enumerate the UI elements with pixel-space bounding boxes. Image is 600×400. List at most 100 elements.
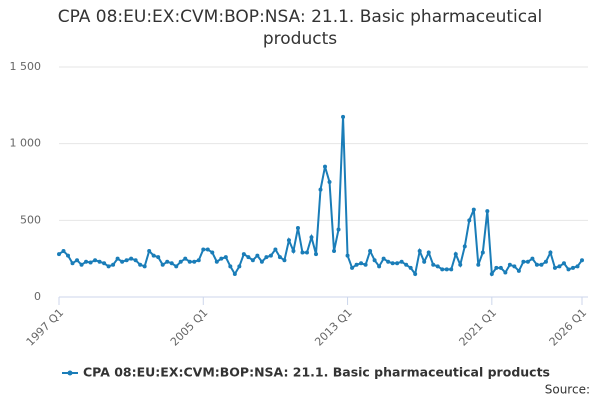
point <box>395 261 400 266</box>
point <box>552 265 557 270</box>
point <box>570 265 575 270</box>
point <box>61 249 66 253</box>
y-tick-label: 1 000 <box>10 137 42 150</box>
point <box>102 261 107 266</box>
point <box>219 256 224 261</box>
point <box>192 259 197 264</box>
point <box>327 180 332 184</box>
x-tick-label: 2013 Q1 <box>312 306 355 349</box>
point <box>566 267 571 272</box>
point <box>381 256 386 261</box>
point <box>561 261 566 266</box>
point <box>543 259 548 264</box>
point <box>165 259 170 264</box>
point <box>223 255 228 260</box>
x-tick-label: 2026 Q1 <box>547 306 590 349</box>
point <box>580 258 584 263</box>
point <box>84 259 89 264</box>
point <box>264 255 269 260</box>
point <box>336 227 341 232</box>
point <box>354 262 359 267</box>
point <box>386 259 391 264</box>
point <box>309 235 314 240</box>
point <box>111 262 116 267</box>
point <box>214 259 219 264</box>
series-line <box>58 116 583 277</box>
point <box>133 258 138 263</box>
y-tick-label: 0 <box>34 290 41 303</box>
point <box>521 259 526 264</box>
point <box>282 258 287 263</box>
point <box>453 252 458 257</box>
point <box>169 261 174 266</box>
point <box>250 258 255 263</box>
point <box>480 250 485 255</box>
point <box>494 265 499 270</box>
point <box>66 253 71 258</box>
point <box>417 249 422 253</box>
point <box>462 244 467 249</box>
point <box>174 264 179 269</box>
point <box>498 265 503 270</box>
point <box>377 264 382 269</box>
point <box>575 264 580 269</box>
x-tick-label: 2021 Q1 <box>457 306 500 349</box>
legend-label: CPA 08:EU:EX:CVM:BOP:NSA: 21.1. Basic ph… <box>83 365 550 380</box>
point <box>304 250 309 255</box>
point <box>124 258 129 263</box>
point <box>318 187 323 192</box>
point <box>408 265 413 270</box>
point <box>291 249 296 253</box>
point <box>363 262 368 267</box>
point <box>368 249 373 253</box>
y-tick-label: 500 <box>20 213 41 226</box>
point <box>512 264 517 269</box>
point <box>183 256 188 261</box>
point <box>93 258 98 263</box>
point <box>458 262 463 267</box>
point <box>440 267 445 272</box>
point <box>449 267 454 272</box>
point <box>539 262 544 267</box>
point <box>228 264 233 269</box>
point <box>323 164 328 169</box>
x-tick-label: 1997 Q1 <box>24 306 67 349</box>
point <box>426 250 431 255</box>
point <box>516 268 521 273</box>
chart-title: CPA 08:EU:EX:CVM:BOP:NSA: 21.1. Basic ph… <box>57 7 543 49</box>
point <box>332 249 337 253</box>
point <box>471 207 476 212</box>
point <box>286 238 291 243</box>
point <box>187 259 192 264</box>
point <box>115 256 120 261</box>
point <box>57 252 61 257</box>
x-tick-label: 2005 Q1 <box>168 306 211 349</box>
point <box>75 258 80 263</box>
point <box>435 264 440 269</box>
point <box>444 267 449 272</box>
point <box>350 265 355 270</box>
point <box>106 264 111 269</box>
point <box>232 272 237 276</box>
point <box>507 262 512 267</box>
point <box>201 247 206 252</box>
point <box>88 260 93 265</box>
point <box>557 264 562 269</box>
point <box>390 261 395 266</box>
point <box>273 247 278 252</box>
legend-marker <box>67 370 73 376</box>
point <box>485 209 490 214</box>
point <box>422 259 427 264</box>
point <box>255 253 260 258</box>
point <box>246 255 251 260</box>
point <box>120 259 125 264</box>
point <box>489 272 494 276</box>
point <box>476 262 481 267</box>
point <box>431 262 436 267</box>
point <box>210 250 215 255</box>
point <box>79 262 84 267</box>
point <box>196 258 201 263</box>
point <box>413 272 418 276</box>
point <box>138 262 143 267</box>
